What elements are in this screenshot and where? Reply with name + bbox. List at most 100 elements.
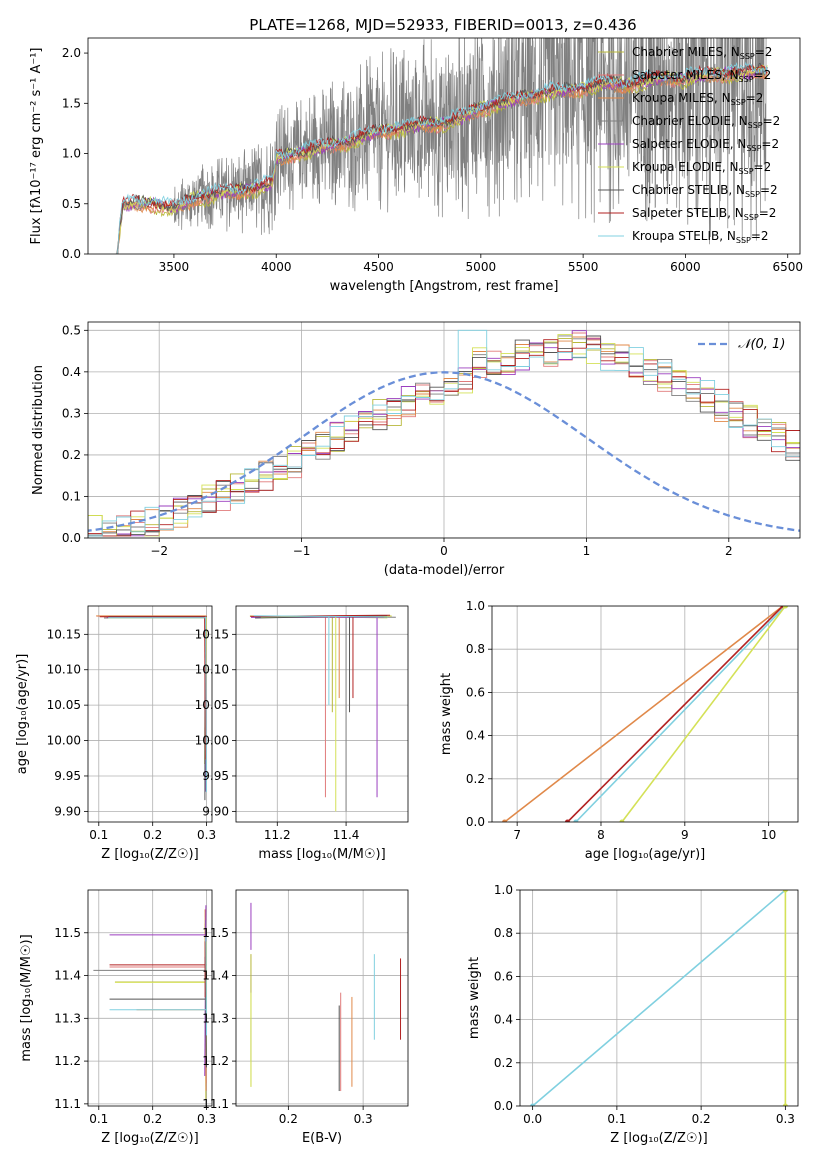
histogram-step-kroupa-stelib xyxy=(88,329,800,538)
x-tick-label: 4000 xyxy=(261,260,292,274)
mass-weight-point xyxy=(564,819,570,822)
plot-area-age-vs-mass xyxy=(236,606,408,822)
axes-frame xyxy=(87,605,213,823)
mass-weight-line xyxy=(566,606,784,822)
y-tick-label: 10.15 xyxy=(47,627,81,641)
y-tick-label: 11.2 xyxy=(54,1054,81,1068)
plot-area-age-vs-z xyxy=(88,606,212,822)
frame-mass-weight-vs-z: 0.0 0.1 0.2 0.3 0.0 0.2 0.4 0.6 0.8 1.0 Z [log₁₀(Z… xyxy=(467,883,799,1146)
x-tick-label: 11.2 xyxy=(264,828,291,842)
y-tick-label: 0.8 xyxy=(466,642,485,656)
x-tick-label: 5000 xyxy=(466,260,497,274)
y-tick-label: 0.4 xyxy=(62,365,81,379)
y-tick-label: 11.1 xyxy=(202,1097,229,1111)
y-axis-label: mass [log₁₀(M/M☉)] xyxy=(19,934,34,1061)
mass-weight-point xyxy=(502,819,508,822)
errorbar-vertical xyxy=(204,616,206,760)
x-axis-label: mass [log₁₀(M/M☉)] xyxy=(258,847,385,862)
y-axis-label: mass weight xyxy=(467,957,482,1039)
x-tick-label: 0.3 xyxy=(197,1112,216,1126)
x-tick-label: 2 xyxy=(725,544,733,558)
x-tick-label: 0.3 xyxy=(354,1112,373,1126)
axes-mass-vs-z: 0.1 0.2 0.3 11.1 11.2 11.3 11.4 11.5 Z [log₁₀(Z/… xyxy=(19,889,216,1146)
axes-frame xyxy=(519,889,799,1107)
x-tick-label: 1 xyxy=(583,544,591,558)
y-tick-label: 11.2 xyxy=(202,1054,229,1068)
x-axis-label: E(B-V) xyxy=(302,1131,342,1146)
y-tick-label: 1.5 xyxy=(62,96,81,110)
legend-entry: 𝒩(0, 1) xyxy=(738,337,785,352)
y-tick-label: 0.2 xyxy=(466,772,485,786)
y-tick-label: 9.95 xyxy=(202,769,229,783)
y-tick-label: 11.3 xyxy=(202,1011,229,1025)
x-tick-label: 0.2 xyxy=(143,828,162,842)
y-tick-label: 0.6 xyxy=(466,685,485,699)
x-tick-label: −2 xyxy=(150,544,168,558)
plot-area-mass-vs-z xyxy=(88,890,212,1106)
frame-age-vs-mass: 11.2 11.4 9.90 9.95 10.00 10.05 10.10 10.15 mass… xyxy=(195,605,409,862)
x-axis-label: age [log₁₀(age/yr)] xyxy=(585,847,706,862)
y-axis-label: Flux [fλ10⁻¹⁷ erg cm⁻² s⁻¹ A⁻¹] xyxy=(29,48,44,245)
mass-weight-line xyxy=(532,890,786,1106)
y-tick-label: 0.4 xyxy=(466,729,485,743)
y-axis-label: mass weight xyxy=(439,673,454,755)
legend-entry: Chabrier STELIB, NSSP=2 xyxy=(632,183,778,199)
y-tick-label: 11.4 xyxy=(202,969,229,983)
frame-mass-vs-z: 0.1 0.2 0.3 11.1 11.2 11.3 11.4 11.5 Z [log₁₀(Z/… xyxy=(19,889,216,1146)
plot-area-residual-histogram xyxy=(88,322,800,538)
y-tick-label: 11.4 xyxy=(54,969,81,983)
x-tick-label: 0.3 xyxy=(197,828,216,842)
x-tick-label: 0.0 xyxy=(523,1112,542,1126)
x-tick-label: 6000 xyxy=(670,260,701,274)
legend-entry: Salpeter MILES, NSSP=2 xyxy=(632,68,771,84)
y-axis-label: age [log₁₀(age/yr)] xyxy=(15,654,30,775)
y-tick-label: 0.0 xyxy=(494,1099,513,1113)
axes-age-vs-mass: 11.2 11.4 9.90 9.95 10.00 10.05 10.10 10.15 mass… xyxy=(195,605,409,862)
y-tick-label: 1.0 xyxy=(466,599,485,613)
legend-entry: Kroupa MILES, NSSP=2 xyxy=(632,91,763,107)
plot-area-mass-vs-ebv xyxy=(236,890,408,1106)
y-tick-label: 0.1 xyxy=(62,489,81,503)
x-axis-label: Z [log₁₀(Z/Z☉)] xyxy=(101,847,198,862)
x-tick-label: 0.2 xyxy=(279,1112,298,1126)
histogram-legend: 𝒩(0, 1) xyxy=(698,337,785,352)
axes-mass-vs-ebv: 0.2 0.3 11.1 11.2 11.3 11.4 11.5 E(B-V) xyxy=(202,889,409,1146)
mass-weight-point xyxy=(782,1103,788,1106)
frame-mass-weight-vs-age: 7 8 9 10 0.0 0.2 0.4 0.6 0.8 1.0 age [log₁₀(age/yr… xyxy=(439,599,799,862)
mass-weight-point xyxy=(573,819,579,822)
legend-entry: Kroupa ELODIE, NSSP=2 xyxy=(632,160,771,176)
y-tick-label: 0.0 xyxy=(466,815,485,829)
errorbar-vertical xyxy=(205,616,207,793)
mass-weight-line xyxy=(575,606,786,822)
axes-mass-weight-vs-z: 0.0 0.1 0.2 0.3 0.0 0.2 0.4 0.6 0.8 1.0 Z [log₁₀(Z… xyxy=(467,883,799,1146)
axes-frame xyxy=(87,37,801,255)
model-line-kroupa-stelib xyxy=(115,61,768,254)
y-tick-label: 10.10 xyxy=(195,663,229,677)
x-tick-label: 5500 xyxy=(568,260,599,274)
frame-age-vs-z: 0.1 0.2 0.3 9.90 9.95 10.00 10.05 10.10 10.15 Z [… xyxy=(15,605,216,862)
plot-layer: 3500 4000 4500 5000 5500 6000 6500 0.0 0.5 1.0 1.5… xyxy=(15,37,803,1146)
y-tick-label: 10.00 xyxy=(47,734,81,748)
y-tick-label: 10.10 xyxy=(47,663,81,677)
y-tick-label: 0.6 xyxy=(494,969,513,983)
plot-area-mass-weight-vs-age xyxy=(492,606,798,822)
legend-entry: Chabrier MILES, NSSP=2 xyxy=(632,45,772,61)
errorbar-vertical xyxy=(205,937,208,1036)
spectrum-legend: Chabrier MILES, NSSP=2 Salpeter MILES, NS… xyxy=(598,45,780,245)
frame-spectrum: 3500 4000 4500 5000 5500 6000 6500 0.0 0.5 1.0 1.5… xyxy=(29,37,803,294)
y-tick-label: 10.00 xyxy=(195,734,229,748)
x-tick-label: 0.2 xyxy=(692,1112,711,1126)
x-axis-label: Z [log₁₀(Z/Z☉)] xyxy=(101,1131,198,1146)
normal-reference-curve xyxy=(88,371,800,532)
axes-spectrum: 3500 4000 4500 5000 5500 6000 6500 0.0 0.5 1.0 1.5… xyxy=(29,37,803,294)
y-tick-label: 0.8 xyxy=(494,926,513,940)
x-tick-label: 4500 xyxy=(363,260,394,274)
x-tick-label: 11.4 xyxy=(333,828,360,842)
x-tick-label: 0.1 xyxy=(89,828,108,842)
y-tick-label: 9.95 xyxy=(54,769,81,783)
x-tick-label: 9 xyxy=(681,828,689,842)
y-tick-label: 0.5 xyxy=(62,197,81,211)
y-tick-label: 0.2 xyxy=(62,448,81,462)
x-tick-label: 0 xyxy=(440,544,448,558)
plot-area-spectrum xyxy=(115,38,768,254)
